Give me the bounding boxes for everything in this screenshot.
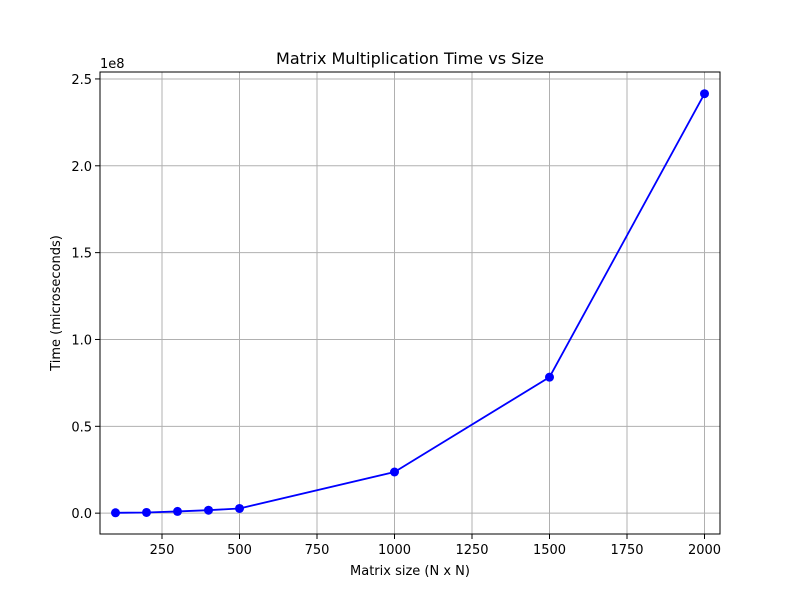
y-offset-label: 1e8	[100, 57, 125, 72]
data-point	[545, 372, 554, 382]
x-tick-label: 1000	[378, 543, 411, 558]
y-tick-label: 1.0	[71, 333, 92, 348]
chart-title: Matrix Multiplication Time vs Size	[276, 49, 544, 68]
data-point	[173, 506, 182, 516]
gridlines	[100, 72, 720, 534]
data-point	[700, 89, 709, 99]
y-axis-ticks: 0.0 0.5 1.0 1.5 2.0 2.5	[71, 73, 100, 522]
axes-frame	[99, 71, 721, 535]
y-tick-label: 2.5	[71, 73, 92, 88]
x-tick-label: 750	[305, 543, 330, 558]
data-point	[111, 508, 120, 518]
x-axis-label: Matrix size (N x N)	[350, 564, 470, 579]
series-line	[115, 93, 706, 514]
plot-area	[111, 89, 709, 518]
y-axis-label: Time (microseconds)	[49, 235, 64, 372]
data-point	[204, 505, 213, 515]
y-tick-label: 0.5	[71, 420, 92, 435]
x-tick-label: 1250	[455, 543, 488, 558]
x-tick-label: 1750	[610, 543, 643, 558]
x-tick-label: 250	[150, 543, 175, 558]
y-tick-label: 0.0	[71, 507, 92, 522]
data-point	[390, 467, 399, 477]
data-point	[235, 503, 244, 513]
x-tick-label: 500	[227, 543, 252, 558]
data-point	[142, 507, 151, 517]
y-tick-label: 1.5	[71, 247, 92, 262]
x-tick-label: 2000	[688, 543, 721, 558]
x-axis-ticks: 250 500 750 1000 1250 1500 1750 2000	[150, 534, 721, 558]
y-tick-label: 2.0	[71, 160, 92, 175]
x-tick-label: 1500	[533, 543, 566, 558]
